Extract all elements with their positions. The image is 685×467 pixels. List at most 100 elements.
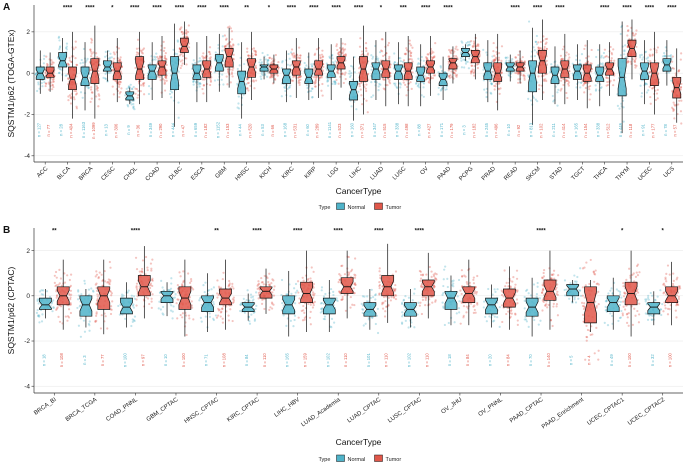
normal-point — [237, 102, 240, 105]
tumor-point — [582, 71, 585, 74]
tumor-point — [315, 76, 318, 79]
tumor-point — [118, 80, 121, 83]
normal-point — [119, 303, 122, 306]
tumor-point — [142, 84, 145, 87]
tumor-point — [492, 41, 495, 45]
normal-point — [442, 292, 445, 295]
tumor-point — [426, 76, 429, 80]
normal-point — [36, 89, 39, 93]
tumor-point — [180, 283, 184, 286]
normal-point — [147, 92, 151, 96]
tumor-point — [181, 54, 185, 58]
tumor-point — [411, 71, 414, 74]
tumor-point — [67, 316, 71, 319]
tumor-point — [226, 43, 229, 46]
normal-point — [293, 318, 296, 322]
tumor-point — [201, 78, 205, 81]
tumor-point — [190, 304, 193, 307]
tumor-point — [471, 45, 475, 48]
tumor-point — [648, 53, 651, 56]
tumor-point — [307, 302, 310, 306]
category-esca: n = 659 n = 182****ESCA — [190, 6, 213, 182]
tumor-point — [299, 54, 302, 57]
tumor-point — [404, 53, 407, 56]
category-kirp: n = 60 n = 289****KIRP — [303, 6, 325, 180]
tumor-point — [378, 284, 381, 288]
tumor-point — [223, 46, 227, 49]
tumor-point — [497, 56, 501, 59]
tumor-point — [387, 296, 390, 299]
tumor-point — [146, 266, 149, 269]
normal-point — [400, 322, 404, 325]
tumor-point — [365, 89, 368, 93]
normal-point — [465, 42, 468, 45]
tumor-point — [111, 69, 114, 72]
tumor-point — [421, 298, 425, 301]
significance-label: **** — [309, 6, 319, 12]
tumor-point — [494, 85, 497, 88]
tumor-n-count: n = 182 — [471, 123, 476, 138]
normal-n-count: n = 18 — [447, 354, 452, 366]
tumor-point — [387, 41, 391, 45]
normal-n-count: n = 1163 — [81, 121, 86, 138]
tumor-point — [229, 45, 232, 48]
tumor-point — [476, 274, 479, 278]
normal-point — [197, 60, 200, 63]
tumor-point — [470, 40, 473, 43]
tumor-point — [432, 284, 435, 287]
normal-point — [289, 64, 292, 67]
plot-area — [34, 228, 683, 393]
tumor-point — [677, 69, 680, 73]
normal-point — [437, 86, 440, 89]
tumor-point — [257, 283, 260, 286]
normal-point — [154, 58, 157, 61]
tumor-point — [585, 62, 588, 65]
tumor-point — [164, 57, 167, 61]
normal-point — [371, 57, 374, 60]
tumor-point — [349, 306, 352, 309]
tumor-point — [477, 62, 480, 66]
normal-box — [322, 297, 336, 315]
tumor-point — [190, 279, 193, 283]
tumor-point — [358, 45, 362, 48]
normal-point — [59, 68, 62, 71]
tumor-point — [231, 68, 234, 72]
normal-point — [645, 83, 648, 86]
tumor-point — [544, 38, 547, 41]
tumor-point — [179, 53, 183, 56]
tumor-point — [294, 75, 297, 78]
normal-point — [80, 293, 83, 296]
category-read: n = 10 n = 92****READ — [503, 6, 526, 182]
normal-point — [468, 43, 471, 46]
tumor-point — [187, 272, 190, 275]
tumor-point — [202, 52, 205, 55]
tumor-point — [58, 268, 61, 271]
normal-point — [320, 289, 323, 292]
tumor-point — [140, 51, 143, 54]
tumor-point — [229, 27, 232, 30]
normal-point — [83, 279, 86, 282]
tumor-point — [185, 32, 188, 35]
tumor-point — [141, 267, 144, 271]
normal-point — [367, 316, 370, 319]
normal-point — [482, 48, 485, 51]
tumor-point — [70, 97, 73, 100]
tumor-point — [353, 282, 357, 285]
tumor-point — [56, 306, 59, 309]
tumor-point — [403, 52, 406, 55]
tumor-point — [584, 44, 587, 47]
tumor-point — [151, 277, 154, 280]
normal-point — [59, 45, 62, 48]
tumor-point — [302, 279, 305, 282]
tumor-point — [609, 79, 612, 82]
tumor-point — [139, 90, 142, 93]
normal-point — [126, 105, 130, 108]
normal-n-count: n = 53 — [260, 123, 265, 135]
tumor-point — [514, 56, 517, 59]
normal-point — [357, 90, 360, 93]
tumor-point — [651, 54, 654, 57]
normal-point — [594, 88, 598, 91]
normal-point — [40, 81, 43, 85]
normal-point — [401, 301, 404, 304]
